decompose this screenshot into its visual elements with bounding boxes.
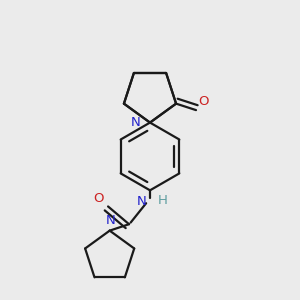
- Text: H: H: [158, 194, 168, 208]
- Text: N: N: [105, 214, 115, 227]
- Text: N: N: [137, 195, 147, 208]
- Text: O: O: [199, 94, 209, 107]
- Text: N: N: [131, 116, 141, 129]
- Text: O: O: [94, 192, 104, 205]
